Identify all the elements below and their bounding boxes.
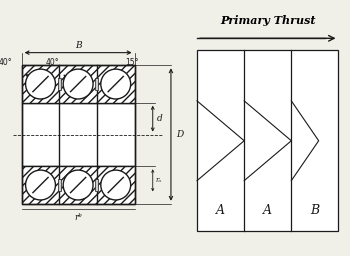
Bar [96, 78, 98, 90]
Circle shape [26, 170, 55, 200]
Bar [197, 50, 338, 231]
Text: 15°: 15° [125, 58, 138, 67]
Circle shape [63, 69, 93, 99]
Text: A: A [263, 204, 272, 217]
Text: D: D [176, 130, 184, 139]
Bar [22, 65, 134, 204]
Circle shape [101, 170, 131, 200]
Bar [58, 179, 61, 191]
Circle shape [101, 69, 131, 99]
Text: A: A [216, 204, 225, 217]
Text: 40°: 40° [0, 58, 12, 67]
Text: rᵇ: rᵇ [74, 213, 82, 222]
Text: 40°: 40° [45, 58, 59, 67]
Text: B: B [75, 41, 82, 50]
Bar [58, 78, 61, 90]
Bar [96, 179, 98, 191]
Bar [22, 65, 134, 103]
Text: B: B [310, 204, 320, 217]
Bar [22, 103, 134, 166]
Bar [22, 166, 134, 204]
Text: d: d [156, 114, 162, 123]
Text: Primary Thrust: Primary Thrust [220, 15, 315, 26]
Circle shape [26, 69, 55, 99]
Circle shape [63, 170, 93, 200]
Text: rₐ: rₐ [155, 176, 161, 184]
